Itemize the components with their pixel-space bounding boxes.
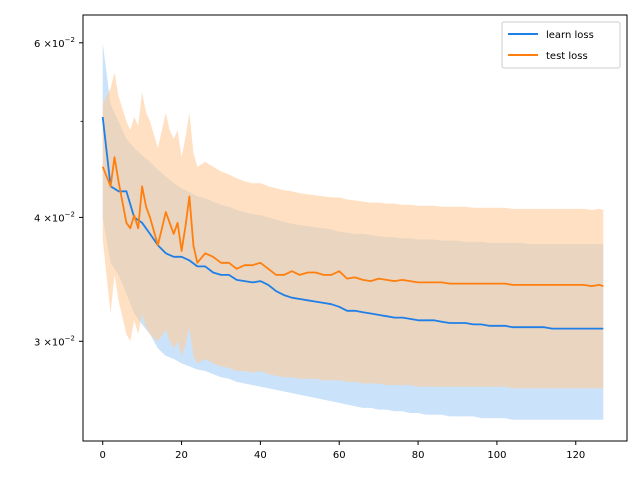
test-loss-line: [101, 156, 604, 288]
confidence-bands: [102, 42, 604, 420]
learn-loss-line: [101, 116, 604, 330]
x-tick-label: 60: [333, 450, 346, 461]
legend-label-learn-loss: learn loss: [546, 30, 594, 41]
series-lines: [101, 116, 604, 330]
y-tick-label: 3 ×10−2: [34, 334, 75, 348]
y-tick-label: 4 ×10−2: [34, 210, 75, 224]
plot-frame: [82, 14, 628, 442]
x-axis-ticks: 0 20 40 60 80 100 120: [100, 441, 585, 461]
x-tick-label: 80: [412, 450, 425, 461]
x-tick-label: 40: [254, 450, 267, 461]
y-axis-ticks: 3 ×10−2 4 ×10−2 6 ×10−2: [34, 36, 83, 348]
test-loss-band: [102, 72, 604, 389]
legend-label-test-loss: test loss: [546, 51, 588, 62]
x-tick-label: 20: [175, 450, 188, 461]
x-tick-label: 100: [487, 450, 506, 461]
x-tick-label: 0: [100, 450, 106, 461]
y-tick-label: 6 ×10−2: [34, 36, 75, 50]
x-tick-label: 120: [566, 450, 585, 461]
legend: learn loss test loss: [501, 21, 621, 69]
